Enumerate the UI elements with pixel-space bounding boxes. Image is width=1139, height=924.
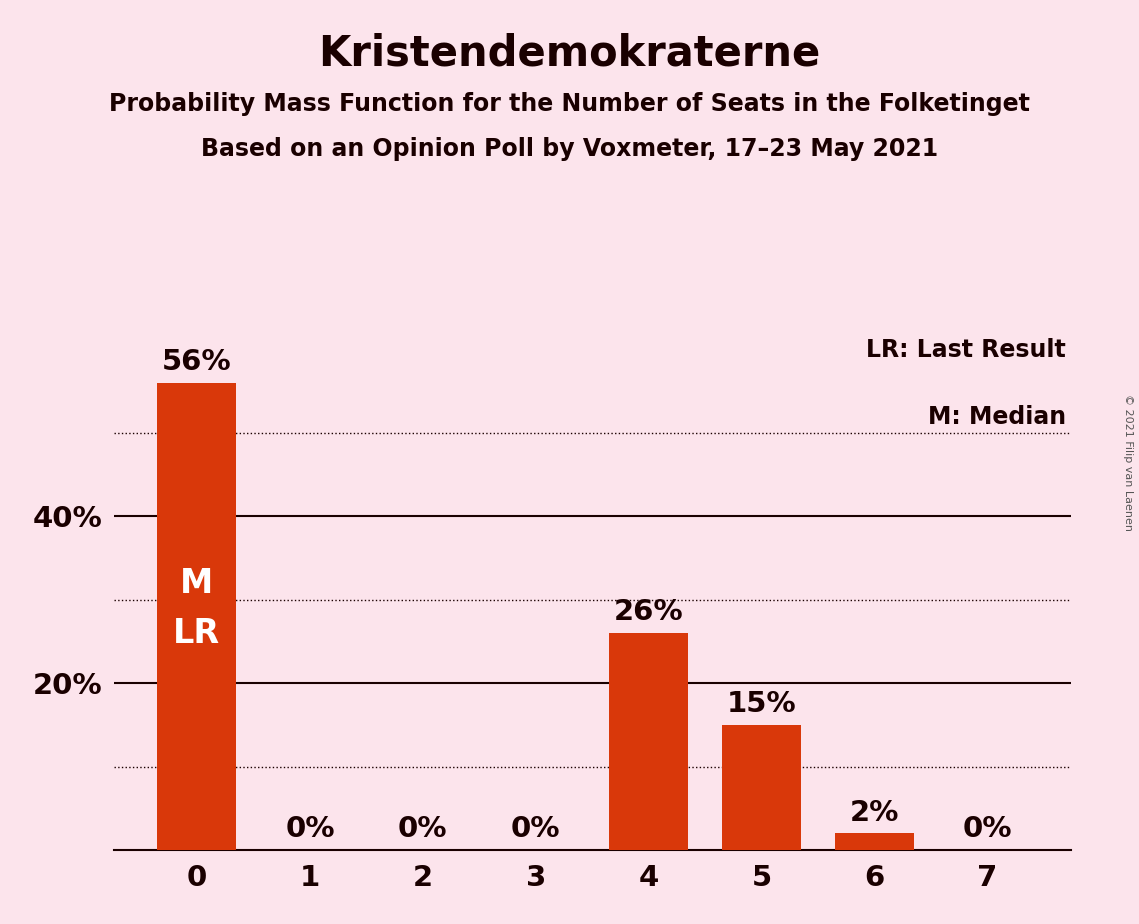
Text: 56%: 56% [162, 348, 231, 376]
Text: 0%: 0% [399, 815, 448, 844]
Text: 0%: 0% [285, 815, 335, 844]
Text: Probability Mass Function for the Number of Seats in the Folketinget: Probability Mass Function for the Number… [109, 92, 1030, 116]
Bar [157, 383, 237, 850]
Bar [722, 725, 801, 850]
Text: Kristendemokraterne: Kristendemokraterne [319, 32, 820, 74]
Bar [609, 633, 688, 850]
Text: 0%: 0% [511, 815, 560, 844]
Text: 2%: 2% [850, 798, 900, 827]
Text: Based on an Opinion Poll by Voxmeter, 17–23 May 2021: Based on an Opinion Poll by Voxmeter, 17… [200, 137, 939, 161]
Text: LR: LR [173, 616, 221, 650]
Text: 15%: 15% [727, 690, 796, 718]
Text: M: M [180, 566, 213, 600]
Text: M: Median: M: Median [928, 405, 1066, 429]
Text: © 2021 Filip van Laenen: © 2021 Filip van Laenen [1123, 394, 1133, 530]
Bar [835, 833, 915, 850]
Text: 26%: 26% [614, 599, 683, 626]
Text: 0%: 0% [962, 815, 1013, 844]
Text: LR: Last Result: LR: Last Result [866, 338, 1066, 362]
